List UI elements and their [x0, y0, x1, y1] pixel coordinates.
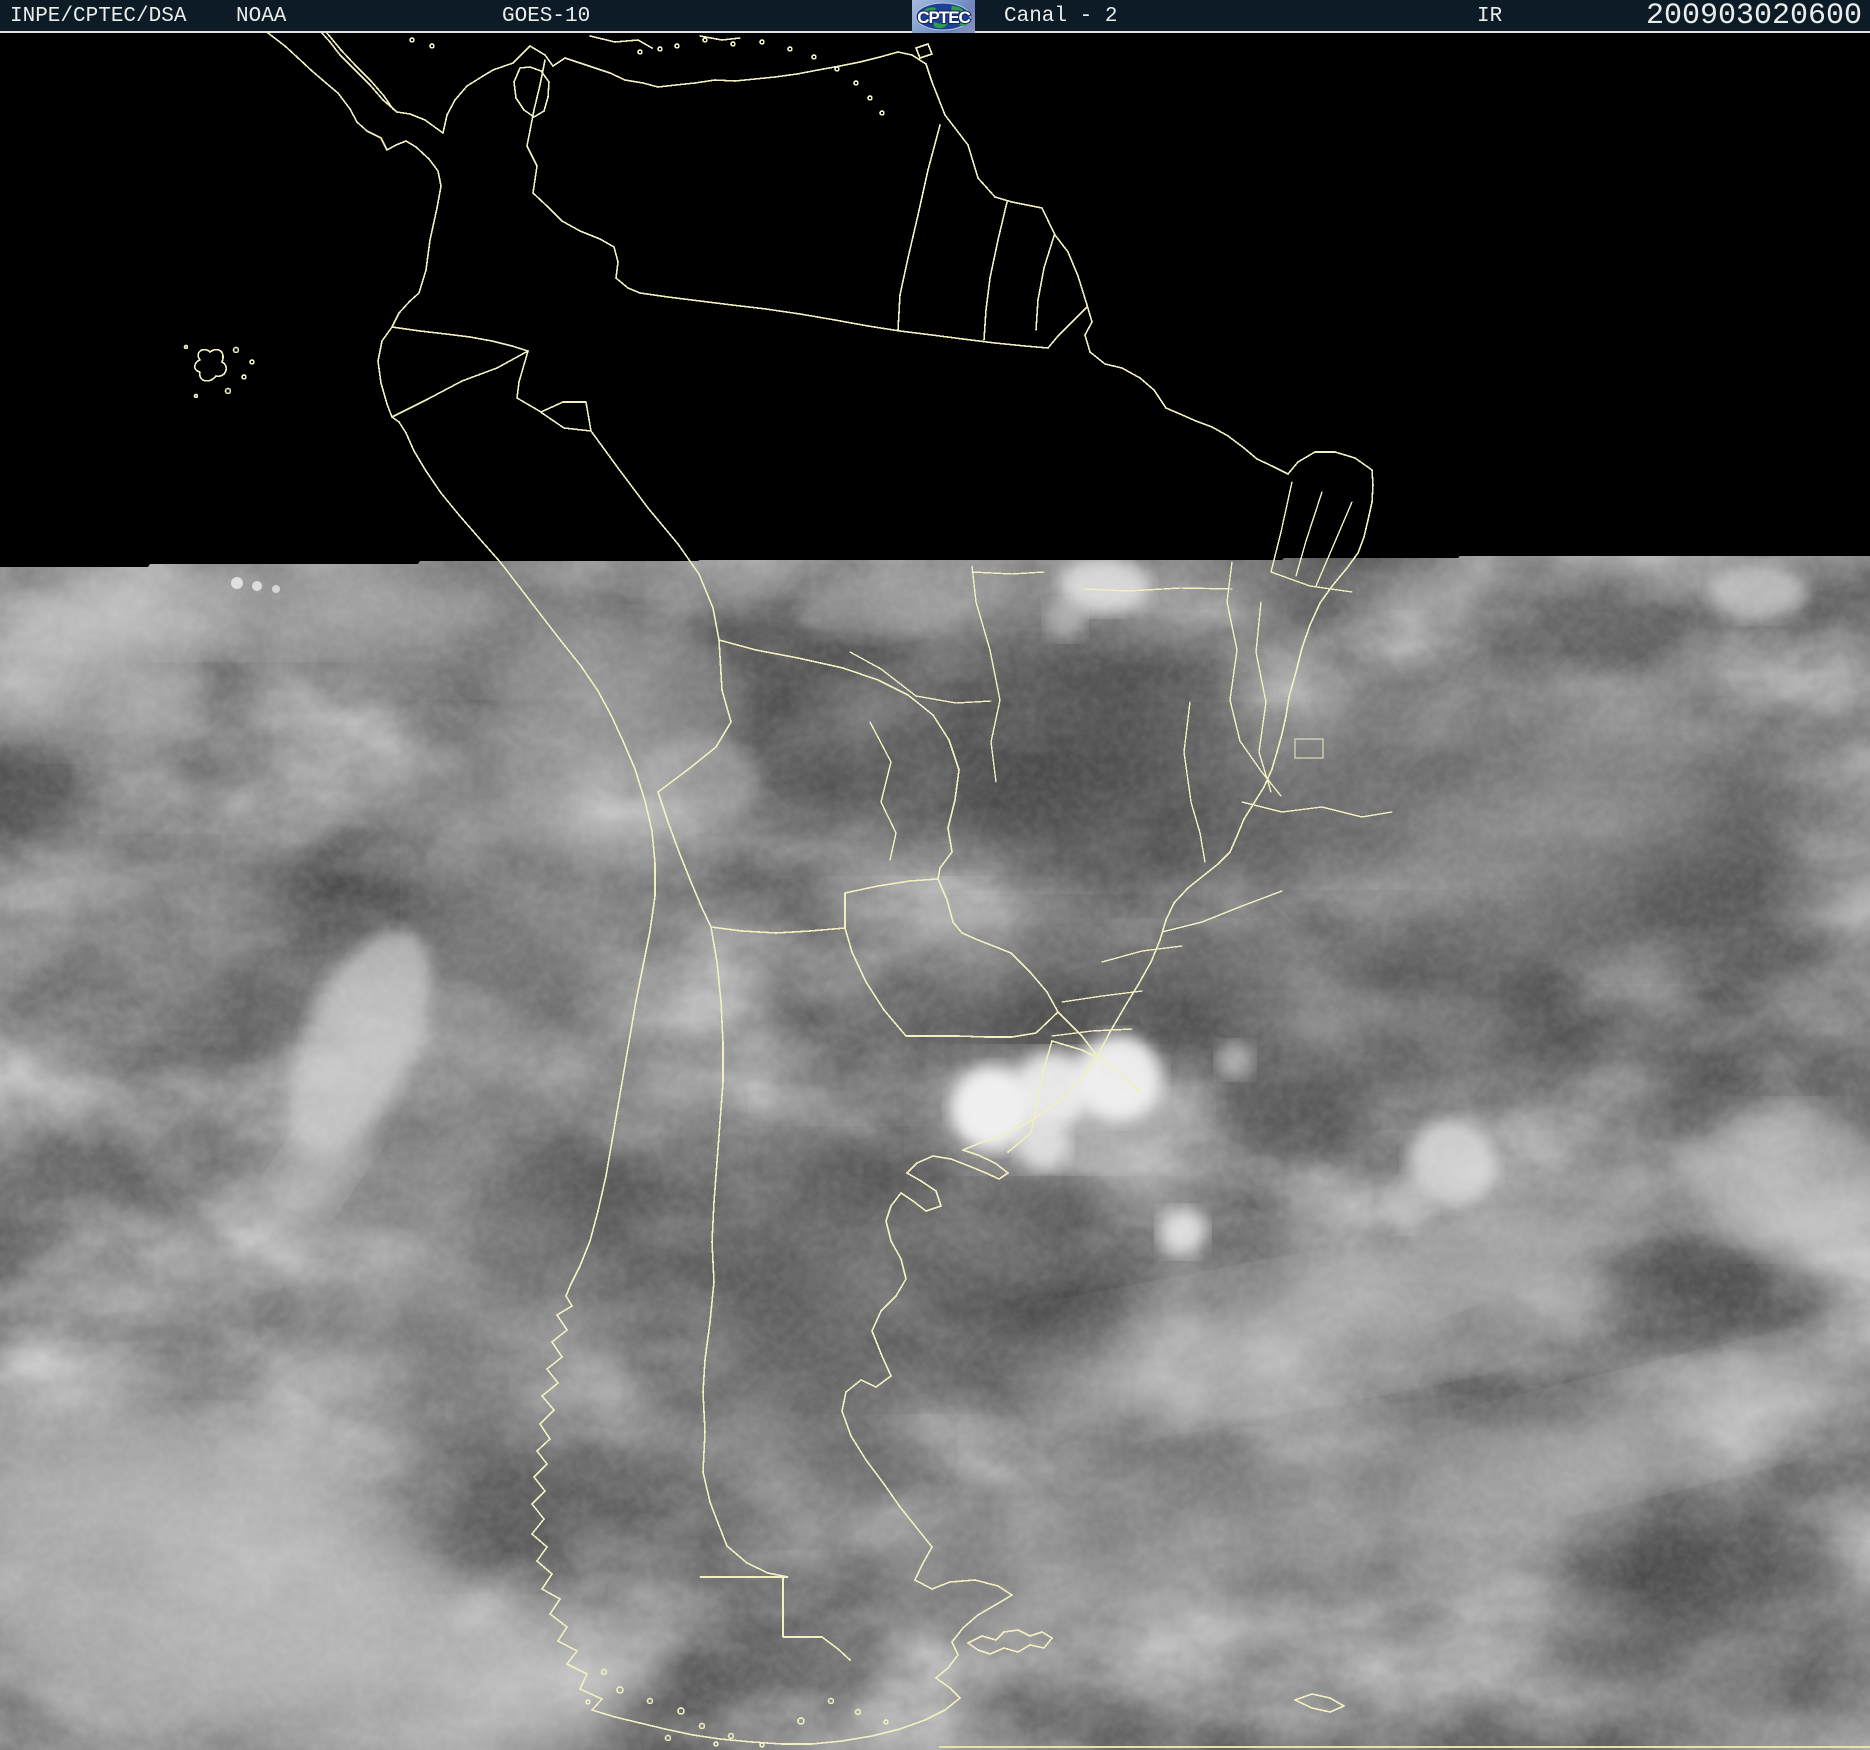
falkland-islands [967, 1629, 1053, 1655]
band-label: IR [1477, 5, 1503, 28]
brazil-state-borders [849, 481, 1393, 1037]
lake-maracaibo [513, 66, 550, 118]
south-georgia [1294, 1693, 1345, 1713]
caribbean-islands [409, 35, 933, 116]
day-cloud-region [0, 556, 1870, 1750]
map-borders-overlay [183, 32, 1870, 1748]
coastline [267, 32, 1374, 1745]
timestamp-label: 200903020600 [1645, 0, 1862, 33]
andes-border [702, 926, 789, 1578]
organization-label: NOAA [236, 5, 287, 28]
fuegian-islets [585, 1668, 889, 1748]
cptec-logo: CPTEC [912, 0, 975, 33]
logo-text: CPTEC [917, 8, 970, 27]
galapagos-islands [183, 344, 255, 399]
paraguay-borders [844, 878, 1059, 1038]
header-bar: INPE/CPTEC/DSA NOAA GOES-10 CPTEC Canal … [0, 0, 1870, 33]
logo-continents [923, 6, 967, 29]
channel-label: Canal - 2 [1004, 5, 1118, 28]
satellite-label: GOES-10 [502, 5, 591, 28]
agency-label: INPE/CPTEC/DSA [10, 5, 187, 28]
